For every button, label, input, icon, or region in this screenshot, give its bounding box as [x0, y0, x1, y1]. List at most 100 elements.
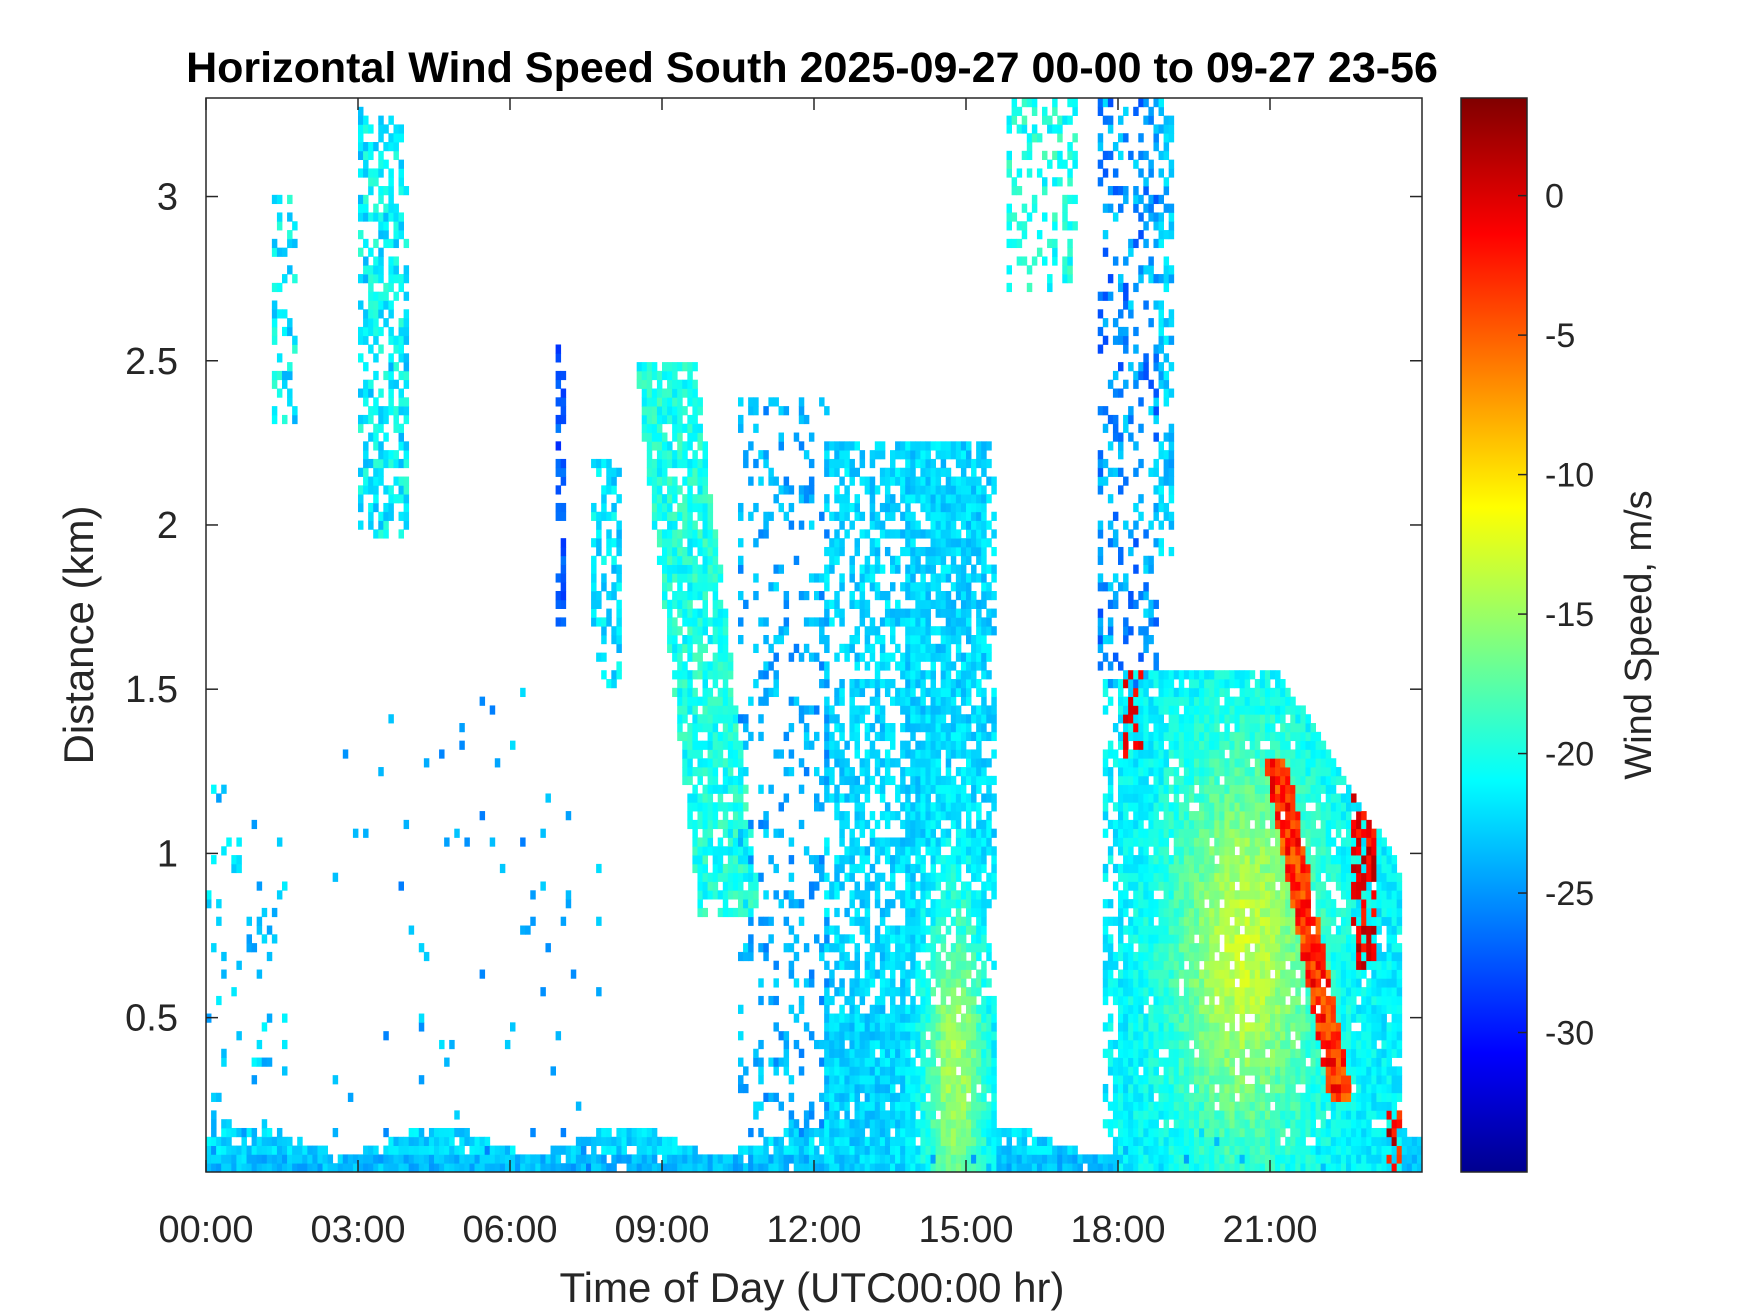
heatmap-cell	[849, 441, 855, 451]
heatmap-cell	[662, 529, 668, 539]
heatmap-cell	[905, 1004, 911, 1014]
heatmap-cell	[940, 1154, 947, 1164]
heatmap-cell	[276, 1136, 283, 1146]
heatmap-cell	[976, 679, 982, 689]
heatmap-cell	[803, 731, 810, 742]
heatmap-cell	[824, 714, 830, 724]
heatmap-cell	[895, 951, 901, 962]
heatmap-cell	[981, 1110, 987, 1120]
heatmap-cell	[915, 1101, 921, 1111]
heatmap-cell	[803, 1022, 810, 1032]
heatmap-cell	[692, 450, 698, 460]
heatmap-cell	[692, 494, 698, 504]
heatmap-cell	[677, 529, 683, 539]
heatmap-cell	[910, 573, 916, 583]
heatmap-cell	[920, 969, 926, 979]
heatmap-cell	[915, 1039, 921, 1050]
heatmap-cell	[743, 802, 749, 812]
heatmap-cell	[292, 1145, 298, 1155]
heatmap-cell	[1148, 758, 1154, 768]
heatmap-cell	[1133, 819, 1139, 830]
heatmap-cell	[560, 511, 567, 521]
heatmap-cell	[1001, 1163, 1007, 1172]
heatmap-cell	[930, 1092, 936, 1102]
heatmap-cell	[1118, 951, 1124, 962]
heatmap-cell	[1128, 951, 1134, 962]
heatmap-cell	[950, 714, 957, 724]
heatmap-cell	[955, 626, 962, 636]
heatmap-cell	[945, 855, 952, 865]
heatmap-cell	[646, 388, 653, 398]
heatmap-cell	[1153, 846, 1159, 856]
heatmap-cell	[864, 775, 871, 786]
heatmap-cell	[398, 485, 404, 495]
heatmap-cell	[971, 1022, 977, 1032]
heatmap-cell	[1138, 1092, 1144, 1102]
heatmap-cell	[1021, 1163, 1028, 1172]
heatmap-cell	[869, 1154, 876, 1164]
heatmap-cell	[940, 450, 947, 460]
heatmap-cell	[940, 1145, 947, 1155]
heatmap-cell	[945, 1101, 952, 1111]
heatmap-cell	[864, 916, 871, 926]
heatmap-cell	[854, 1145, 860, 1155]
heatmap-cell	[966, 626, 972, 636]
heatmap-cell	[656, 397, 663, 407]
heatmap-cell	[925, 881, 931, 891]
heatmap-cell	[732, 846, 739, 856]
heatmap-cell	[839, 679, 845, 689]
heatmap-cell	[464, 1136, 470, 1146]
heatmap-cell	[981, 652, 987, 662]
heatmap-cell	[555, 458, 562, 469]
heatmap-cell	[905, 670, 911, 680]
heatmap-cell	[1123, 335, 1129, 345]
heatmap-cell	[1062, 274, 1068, 284]
heatmap-cell	[1118, 1013, 1124, 1023]
heatmap-cell	[788, 502, 795, 513]
heatmap-cell	[758, 1127, 764, 1138]
heatmap-cell	[819, 1039, 825, 1050]
heatmap-cell	[890, 811, 896, 821]
heatmap-cell	[636, 1127, 643, 1138]
heatmap-cell	[930, 960, 936, 970]
heatmap-cell	[368, 274, 374, 284]
heatmap-cell	[697, 1163, 703, 1172]
heatmap-cell	[667, 511, 673, 521]
heatmap-cell	[869, 679, 876, 689]
heatmap-cell	[945, 661, 952, 671]
heatmap-cell	[753, 872, 759, 882]
heatmap-cell	[1123, 696, 1129, 706]
heatmap-cell	[971, 758, 977, 768]
heatmap-cell	[976, 811, 982, 821]
heatmap-cell	[743, 890, 749, 900]
heatmap-cell	[1143, 855, 1149, 865]
heatmap-cell	[864, 599, 871, 609]
heatmap-cell	[1153, 740, 1159, 750]
heatmap-cell	[986, 1083, 992, 1094]
heatmap-cell	[206, 1163, 212, 1172]
heatmap-cell	[844, 855, 850, 865]
heatmap-cell	[393, 142, 399, 152]
heatmap-cell	[986, 775, 992, 786]
heatmap-cell	[935, 1022, 942, 1032]
heatmap-cell	[1148, 212, 1154, 222]
heatmap-cell	[221, 1163, 227, 1172]
heatmap-cell	[986, 1057, 992, 1067]
heatmap-cell	[707, 529, 714, 539]
heatmap-cell	[966, 1057, 972, 1067]
heatmap-cell	[884, 1163, 891, 1172]
heatmap-cell	[966, 714, 972, 724]
heatmap-cell	[656, 502, 663, 513]
heatmap-cell	[1112, 749, 1119, 759]
heatmap-cell	[955, 872, 962, 882]
heatmap-cell	[1143, 687, 1149, 698]
heatmap-cell	[1138, 899, 1144, 909]
heatmap-cell	[616, 1145, 622, 1155]
heatmap-cell	[910, 758, 916, 768]
heatmap-cell	[1153, 758, 1159, 768]
heatmap-cell	[879, 635, 886, 645]
heatmap-cell	[697, 582, 703, 592]
heatmap-cell	[986, 1066, 992, 1076]
heatmap-cell	[697, 1154, 703, 1164]
heatmap-cell	[920, 767, 926, 777]
